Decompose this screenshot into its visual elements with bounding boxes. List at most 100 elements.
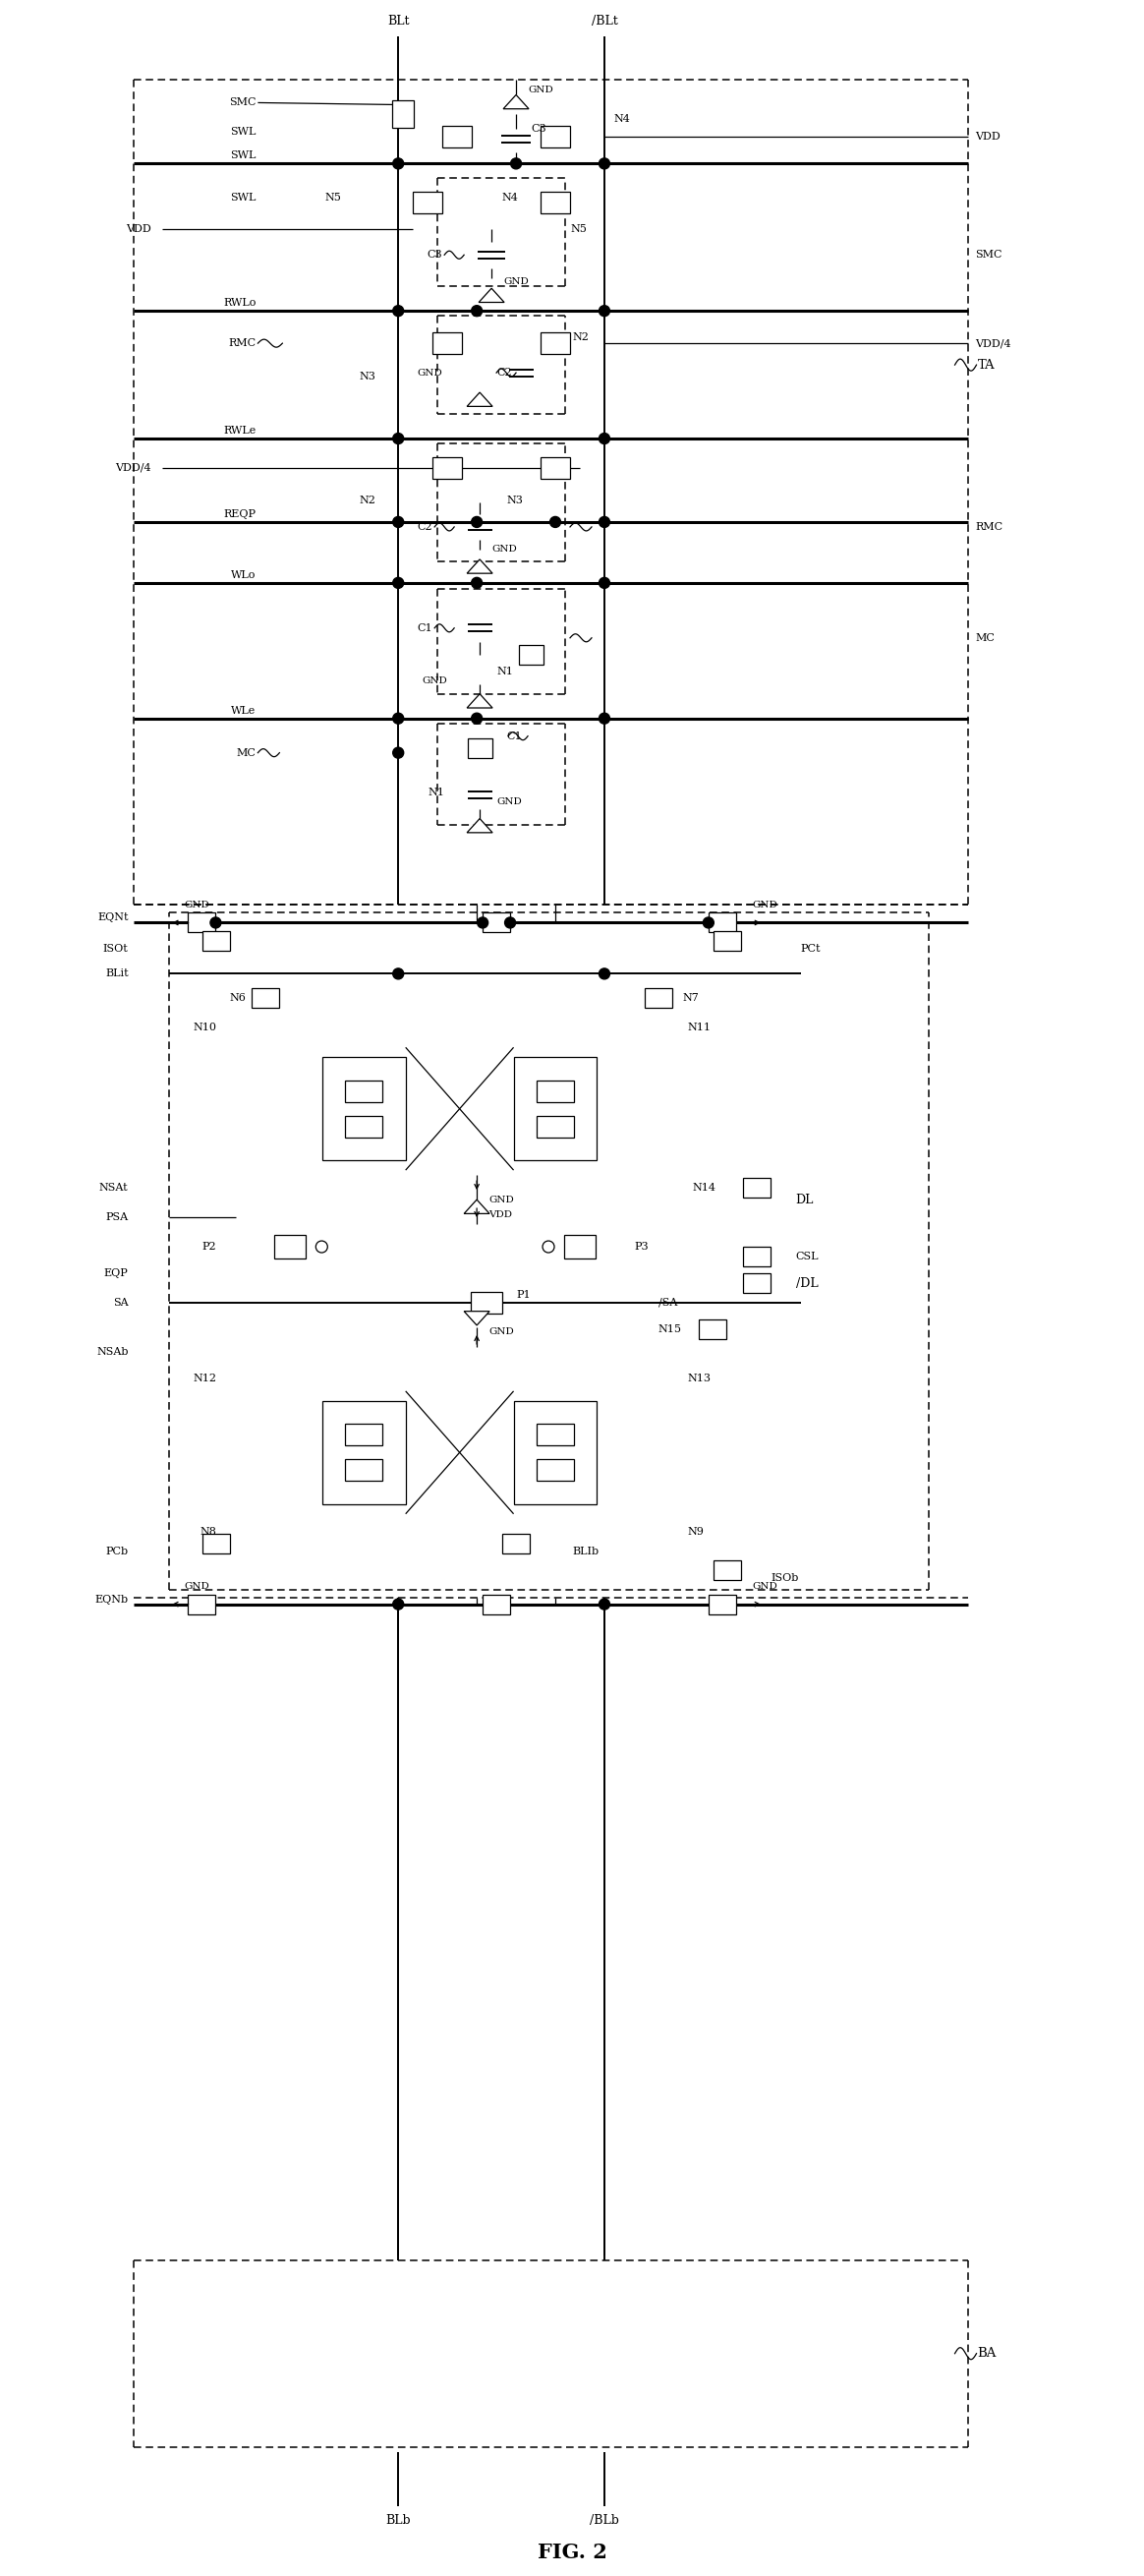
Text: C3: C3 <box>427 250 443 260</box>
Text: C1: C1 <box>507 732 522 742</box>
Text: SA: SA <box>113 1298 128 1309</box>
Text: SWL: SWL <box>230 152 256 160</box>
Text: BA: BA <box>977 2347 996 2360</box>
Bar <box>432 456 462 479</box>
Text: N9: N9 <box>688 1528 705 1535</box>
Text: BLIb: BLIb <box>572 1546 598 1556</box>
Text: VDD: VDD <box>976 131 1001 142</box>
Text: MC: MC <box>976 634 995 644</box>
Text: GND: GND <box>422 677 447 685</box>
Text: N10: N10 <box>193 1023 216 1033</box>
Text: N11: N11 <box>688 1023 712 1033</box>
Text: N4: N4 <box>501 193 518 204</box>
Text: SMC: SMC <box>229 98 256 108</box>
Text: RMC: RMC <box>229 337 256 348</box>
Circle shape <box>392 518 404 528</box>
Text: N13: N13 <box>688 1373 712 1383</box>
Bar <box>252 989 279 1007</box>
Circle shape <box>599 714 610 724</box>
Circle shape <box>510 157 522 170</box>
Text: N12: N12 <box>193 1373 216 1383</box>
Text: CSL: CSL <box>796 1252 819 1262</box>
Bar <box>443 126 471 147</box>
Text: C3: C3 <box>531 124 546 134</box>
Polygon shape <box>467 559 492 574</box>
Circle shape <box>392 714 404 724</box>
Bar <box>541 456 570 479</box>
Polygon shape <box>464 1200 490 1213</box>
Bar <box>345 1461 382 1481</box>
Bar <box>708 912 736 933</box>
Bar <box>471 1293 502 1314</box>
Text: RMC: RMC <box>976 523 1003 531</box>
Bar <box>345 1079 382 1103</box>
Bar <box>714 933 741 951</box>
Text: WLe: WLe <box>231 706 256 716</box>
Text: N4: N4 <box>614 113 630 124</box>
Text: ISOt: ISOt <box>103 945 128 953</box>
Circle shape <box>471 577 482 587</box>
Bar <box>275 1234 305 1260</box>
Text: P2: P2 <box>202 1242 216 1252</box>
Text: EQNt: EQNt <box>97 912 128 922</box>
Circle shape <box>392 307 404 317</box>
Text: NSAt: NSAt <box>100 1182 128 1193</box>
Bar <box>564 1234 596 1260</box>
Bar <box>483 912 510 933</box>
Bar <box>518 644 543 665</box>
Circle shape <box>505 917 516 927</box>
Text: ISOb: ISOb <box>771 1574 800 1582</box>
Text: /DL: /DL <box>796 1278 818 1291</box>
Text: C1: C1 <box>418 623 432 634</box>
Bar <box>644 989 673 1007</box>
Text: PSA: PSA <box>105 1213 128 1221</box>
Text: PCb: PCb <box>105 1546 128 1556</box>
Bar <box>742 1177 770 1198</box>
Text: N3: N3 <box>359 371 375 381</box>
Bar <box>537 1079 574 1103</box>
Text: EQP: EQP <box>104 1267 128 1278</box>
Text: SWL: SWL <box>230 193 256 204</box>
Bar <box>714 1561 741 1579</box>
Text: BLt: BLt <box>387 15 410 28</box>
Bar <box>541 126 570 147</box>
Circle shape <box>471 307 482 317</box>
Text: N1: N1 <box>428 788 444 796</box>
Bar <box>188 912 216 933</box>
Polygon shape <box>467 693 492 708</box>
Circle shape <box>599 307 610 317</box>
Text: GND: GND <box>418 368 443 376</box>
Bar <box>541 193 570 214</box>
Circle shape <box>392 157 404 170</box>
Circle shape <box>599 433 610 443</box>
Bar <box>537 1425 574 1445</box>
Text: MC: MC <box>237 747 256 757</box>
Text: N14: N14 <box>693 1182 716 1193</box>
Bar <box>392 100 414 129</box>
Circle shape <box>477 917 488 927</box>
Bar <box>468 739 492 757</box>
Text: TA: TA <box>977 358 995 371</box>
Bar <box>514 1401 597 1504</box>
Text: SWL: SWL <box>230 126 256 137</box>
Text: GND: GND <box>527 85 554 95</box>
Circle shape <box>704 917 714 927</box>
Circle shape <box>392 969 404 979</box>
Text: WLo: WLo <box>231 569 256 580</box>
Bar <box>541 332 570 353</box>
Bar <box>742 1247 770 1267</box>
Circle shape <box>210 917 221 927</box>
Text: BLit: BLit <box>105 969 128 979</box>
Text: NSAb: NSAb <box>96 1347 128 1358</box>
Bar <box>323 1401 406 1504</box>
Text: C2: C2 <box>496 368 511 379</box>
Bar <box>432 332 462 353</box>
Polygon shape <box>467 819 492 832</box>
Bar <box>323 1056 406 1159</box>
Text: N3: N3 <box>507 495 523 505</box>
Polygon shape <box>467 392 492 407</box>
Text: FIG. 2: FIG. 2 <box>538 2543 606 2563</box>
Text: EQNb: EQNb <box>95 1595 128 1605</box>
Circle shape <box>392 433 404 443</box>
Bar <box>537 1461 574 1481</box>
